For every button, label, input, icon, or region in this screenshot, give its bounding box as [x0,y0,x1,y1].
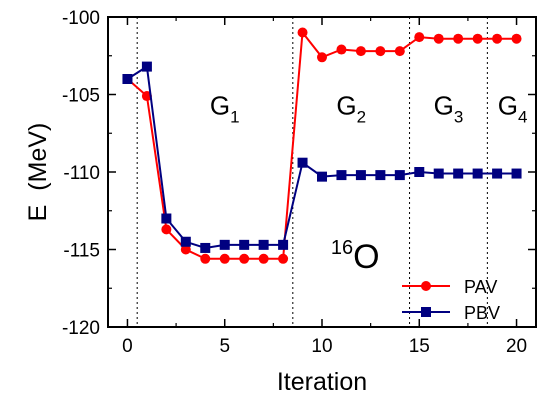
y-axis-title: E (MeV) [24,123,52,222]
y-tick-label: -115 [63,241,100,262]
axis-ticks: 0 5 10 15 20 -120 -115 -110 -105 -100 [62,8,536,357]
region-label-g2: G2 [336,91,366,127]
point-pav [472,33,483,44]
point-pbv [141,61,152,72]
point-pav [180,244,191,255]
point-pav [336,44,347,55]
series-line-pav [126,29,517,260]
region-label-subscript: 2 [357,108,366,127]
point-pbv [336,170,347,181]
region-label-g1: G1 [210,91,240,127]
region-label-g3: G3 [434,91,464,127]
region-label-subscript: 3 [454,108,463,127]
region-label-letter: G [336,91,356,121]
x-tick-label: 0 [122,336,133,357]
point-pav [200,253,211,264]
y-tick-label: -105 [62,86,100,107]
region-labels: G1 G2 G3 G4 [210,91,528,127]
point-pav [355,46,366,57]
series-line-pbv [126,64,517,250]
nucleus-symbol: O [353,238,379,276]
point-pav [414,32,425,43]
y-tick-label: -110 [63,163,100,184]
region-label-letter: G [210,91,230,121]
y-tick-label: -120 [62,318,100,339]
legend-label-pbv: PBV [464,303,500,323]
nucleus-annotation: 16O [331,237,380,276]
point-pbv [297,157,308,168]
legend-marker-pav [421,281,431,291]
point-pav [453,33,464,44]
region-label-subscript: 1 [230,108,239,127]
point-pbv [492,168,503,179]
x-tick-label: 15 [409,336,430,357]
point-pav [278,253,289,264]
point-pbv [433,168,444,179]
y-axis-symbol: E [24,205,52,222]
point-pbv [219,239,230,250]
y-tick-label: -100 [62,8,100,29]
legend-marker-pbv [421,307,431,317]
point-pbv [355,170,366,181]
point-pbv [453,168,464,179]
point-pbv [239,239,250,250]
point-pbv [394,170,405,181]
region-label-letter: G [498,91,518,121]
series-layer [122,27,522,264]
point-pbv [122,74,133,84]
point-pbv [511,168,522,179]
point-pav [161,224,172,235]
nucleus-mass-number: 16 [331,237,353,259]
x-tick-label: 20 [506,336,527,357]
x-tick-label: 10 [311,336,332,357]
point-pav [394,46,405,57]
x-tick-label: 5 [219,336,230,357]
region-label-letter: G [434,91,454,121]
point-pbv [278,239,289,250]
point-pav [258,253,269,264]
point-pbv [375,170,386,181]
region-label-g4: G4 [498,91,528,127]
region-label-subscript: 4 [518,108,527,127]
point-pav [317,52,327,63]
point-pbv [414,167,425,177]
point-pbv [317,171,327,182]
point-pav [492,33,503,44]
point-pbv [258,239,269,250]
legend-label-pav: PAV [464,277,497,297]
x-axis-title: Iteration [277,368,367,396]
y-axis-unit: (MeV) [24,123,52,191]
point-pbv [200,242,211,253]
legend: PAV PBV [402,277,500,323]
point-pav [239,253,250,264]
point-pbv [161,213,172,224]
point-pav [511,33,522,44]
point-pav [433,33,444,44]
point-pav [375,46,386,57]
point-pbv [472,168,483,179]
point-pav [297,27,308,38]
point-pav [219,253,230,264]
region-dividers [136,17,488,327]
point-pbv [180,236,191,247]
